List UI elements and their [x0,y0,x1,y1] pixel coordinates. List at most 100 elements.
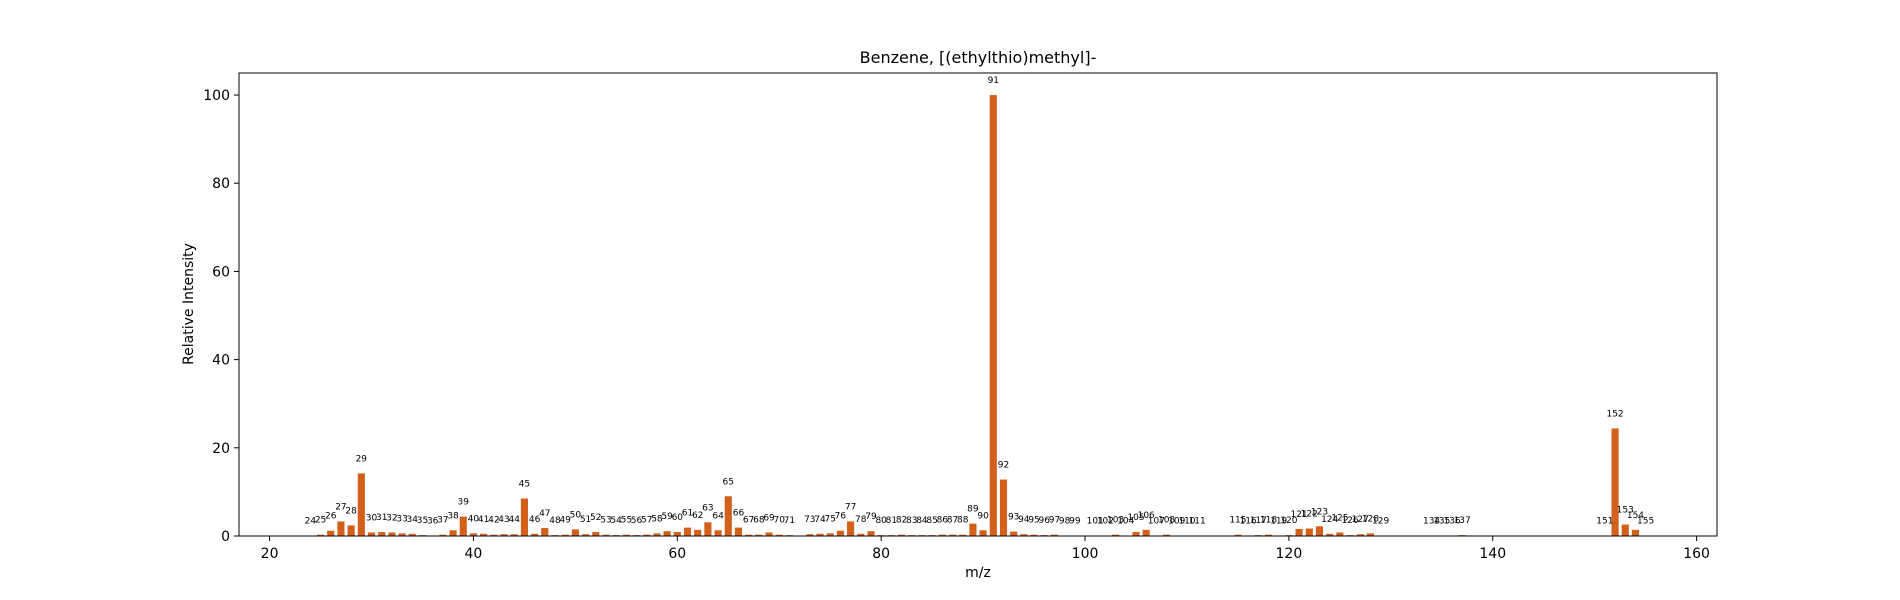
bar-mz-53 [602,534,610,536]
bar-mz-73 [806,534,814,536]
bar-label-123: 123 [1311,507,1328,517]
bar-mz-65 [724,496,732,536]
bar-mz-27 [337,521,345,536]
bar-label-52: 52 [590,513,601,523]
bar-label-68: 68 [753,516,765,526]
bar-mz-94 [1020,534,1028,536]
bar-label-99: 99 [1069,517,1081,527]
bar-label-46: 46 [529,515,541,525]
bar-mz-90 [979,530,987,536]
bar-label-71: 71 [784,516,795,526]
bar-label-55: 55 [621,516,632,526]
bar-mz-128 [1366,533,1375,536]
bar-mz-60 [673,532,681,536]
bar-label-33: 33 [396,514,407,524]
bar-label-65: 65 [723,477,734,487]
bar-label-108: 108 [1158,516,1175,526]
x-axis-ticks: 20 40 60 80 100 120 140 160 [261,536,1710,562]
bar-mz-76 [836,530,844,536]
bar-label-106: 106 [1138,511,1155,521]
y-axis-label: Relative Intensity [181,243,197,365]
bar-label-107: 107 [1148,517,1165,527]
bar-label-63: 63 [702,503,713,513]
bar-mz-59 [663,531,671,536]
bar-mz-68 [755,534,763,536]
bar-mz-115 [1234,534,1242,536]
x-tick-label: 80 [872,546,890,562]
bar-label-103: 103 [1107,516,1124,526]
bar-series [306,95,1650,537]
bar-mz-42 [490,534,498,536]
bar-label-43: 43 [498,515,509,525]
bar-mz-121 [1295,528,1303,536]
bar-mz-30 [367,532,376,536]
bar-label-80: 80 [875,516,887,526]
bar-mz-55 [622,534,630,536]
bar-label-135: 135 [1433,517,1450,527]
bar-label-25: 25 [315,516,326,526]
bar-label-61: 61 [682,509,693,519]
bar-label-62: 62 [692,511,703,521]
bar-mz-97 [1050,534,1059,536]
bar-label-81: 81 [886,516,897,526]
bar-mz-87 [948,534,957,536]
bar-label-116: 116 [1240,517,1257,527]
bar-label-122: 122 [1301,510,1318,520]
bar-label-58: 58 [651,514,663,524]
bar-mz-88 [959,534,967,536]
bar-mz-37 [439,534,447,536]
y-tick-label: 0 [221,529,230,545]
bar-label-59: 59 [661,512,673,522]
bar-mz-108 [1163,534,1171,536]
bar-mz-58 [653,533,661,536]
bar-label-90: 90 [977,511,989,521]
bar-mz-75 [826,533,834,536]
bar-label-101: 101 [1087,517,1104,527]
bar-label-79: 79 [865,512,877,522]
x-tick-label: 140 [1479,546,1506,562]
bar-label-42: 42 [488,516,499,526]
bar-mz-40 [469,533,478,536]
bar-mz-43 [500,534,508,536]
bar-label-121: 121 [1290,510,1307,520]
bar-mz-105 [1132,532,1140,536]
bar-mz-63 [704,522,712,536]
bar-label-115: 115 [1229,516,1246,526]
bar-label-37: 37 [437,516,448,526]
bar-mz-77 [847,521,855,536]
bar-label-64: 64 [712,511,724,521]
bar-label-118: 118 [1260,516,1277,526]
x-tick-label: 160 [1683,546,1710,562]
x-tick-label: 60 [668,546,686,562]
bar-mz-95 [1030,534,1038,536]
bar-mz-25 [316,534,325,536]
bar-label-27: 27 [335,502,346,512]
bar-label-84: 84 [916,516,928,526]
bar-mz-29 [357,473,365,536]
bar-label-45: 45 [519,480,530,490]
bar-label-36: 36 [427,517,439,527]
bar-label-51: 51 [580,515,591,525]
bar-mz-61 [683,527,692,536]
y-tick-label: 80 [212,176,230,192]
bar-label-104: 104 [1117,517,1134,527]
bar-label-98: 98 [1059,517,1071,527]
bar-label-66: 66 [733,509,745,519]
bar-label-49: 49 [559,516,571,526]
bar-mz-89 [969,523,977,536]
bar-label-83: 83 [906,516,917,526]
bar-mz-78 [857,533,865,536]
bar-label-82: 82 [896,516,907,526]
bar-mz-50 [571,529,579,536]
bar-mz-41 [480,533,488,536]
bar-label-88: 88 [957,516,969,526]
bar-mz-86 [938,534,946,536]
bar-label-76: 76 [835,512,847,522]
bar-label-40: 40 [468,514,480,524]
chart-title: Benzene, [(ethylthio)methyl]- [860,48,1097,67]
bar-label-92: 92 [998,461,1009,471]
bar-label-75: 75 [824,514,835,524]
plot-frame [238,72,1718,537]
bar-mz-49 [561,534,569,536]
bar-label-110: 110 [1178,517,1195,527]
